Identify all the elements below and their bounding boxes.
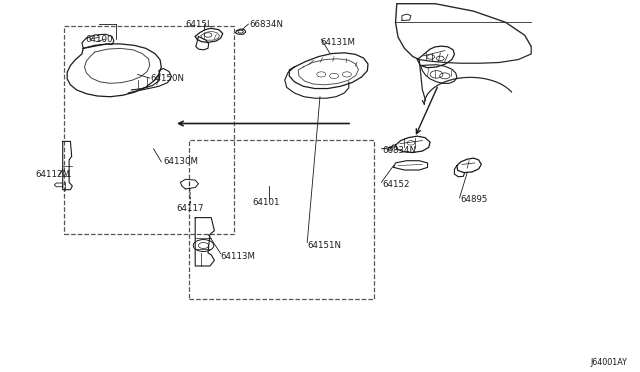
Text: 64113M: 64113M	[221, 252, 256, 261]
Text: 64130M: 64130M	[163, 157, 198, 166]
Text: 64100: 64100	[86, 35, 113, 44]
Text: 6415L: 6415L	[186, 20, 212, 29]
Text: 64152: 64152	[383, 180, 410, 189]
Text: J64001AY: J64001AY	[590, 358, 627, 367]
Text: 64117: 64117	[176, 204, 204, 213]
Text: 66834N: 66834N	[383, 146, 417, 155]
Text: 66834N: 66834N	[250, 20, 284, 29]
Text: 64112M: 64112M	[35, 170, 70, 179]
Text: 64151N: 64151N	[307, 241, 341, 250]
Text: 64101: 64101	[253, 198, 280, 207]
Text: 64895: 64895	[461, 195, 488, 203]
Text: 64150N: 64150N	[150, 74, 184, 83]
Text: 64131M: 64131M	[320, 38, 355, 47]
